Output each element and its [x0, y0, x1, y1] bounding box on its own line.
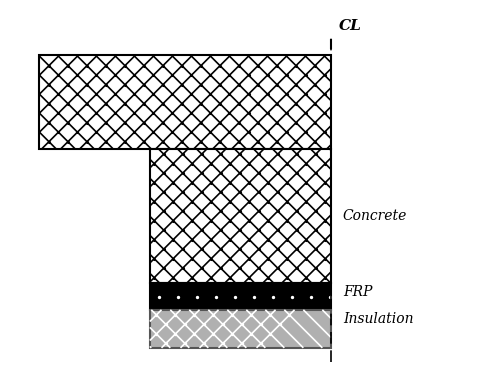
Bar: [39, 55, 331, 149]
Text: CL: CL: [338, 19, 361, 33]
Bar: [150, 310, 331, 348]
Text: Concrete: Concrete: [343, 209, 407, 223]
Bar: [150, 283, 331, 310]
Text: FRP: FRP: [343, 285, 372, 299]
Bar: [150, 149, 331, 283]
Text: Insulation: Insulation: [343, 312, 413, 326]
